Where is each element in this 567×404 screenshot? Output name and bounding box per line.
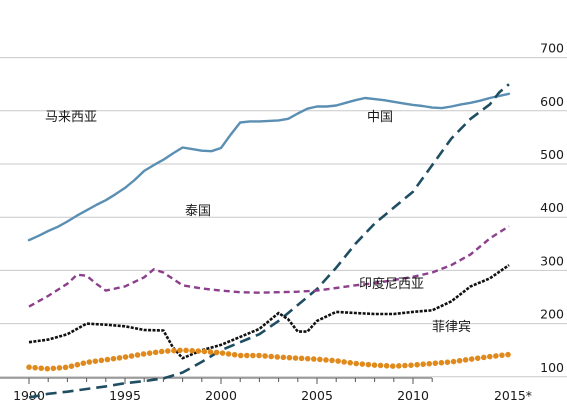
y-axis: 100 200 300 400 500 600 700 <box>540 41 564 375</box>
y-tick-label: 700 <box>540 41 564 56</box>
y-tick-label: 600 <box>540 94 564 109</box>
y-tick-label: 200 <box>540 307 564 322</box>
x-tick-label: 2010 <box>397 388 429 403</box>
x-axis: 1990 1995 2000 2005 2010 2015* <box>0 377 532 403</box>
series-label: 菲律宾 <box>432 319 471 335</box>
x-tick-label: 1995 <box>109 388 141 403</box>
grid-layer <box>0 57 567 378</box>
series-line-0 <box>27 92 511 242</box>
series-line-1 <box>28 83 510 399</box>
x-tick-label: 2015* <box>494 388 532 403</box>
series-line-4 <box>26 347 512 372</box>
x-tick-label: 2005 <box>301 388 333 403</box>
y-tick-label: 300 <box>540 253 564 268</box>
y-tick-label: 500 <box>540 147 564 162</box>
x-tick-label: 1990 <box>13 388 45 403</box>
y-tick-label: 400 <box>540 200 564 215</box>
x-tick-label: 2000 <box>205 388 237 403</box>
series-label: 印度尼西亚 <box>359 276 424 292</box>
series-line-2 <box>28 225 510 308</box>
series-label: 泰国 <box>185 204 211 219</box>
series-label: 中国 <box>367 110 393 125</box>
series-label: 马来西亚 <box>45 110 97 125</box>
series-layer <box>26 83 512 399</box>
series-line-3 <box>28 264 510 360</box>
y-tick-label: 100 <box>540 360 564 375</box>
